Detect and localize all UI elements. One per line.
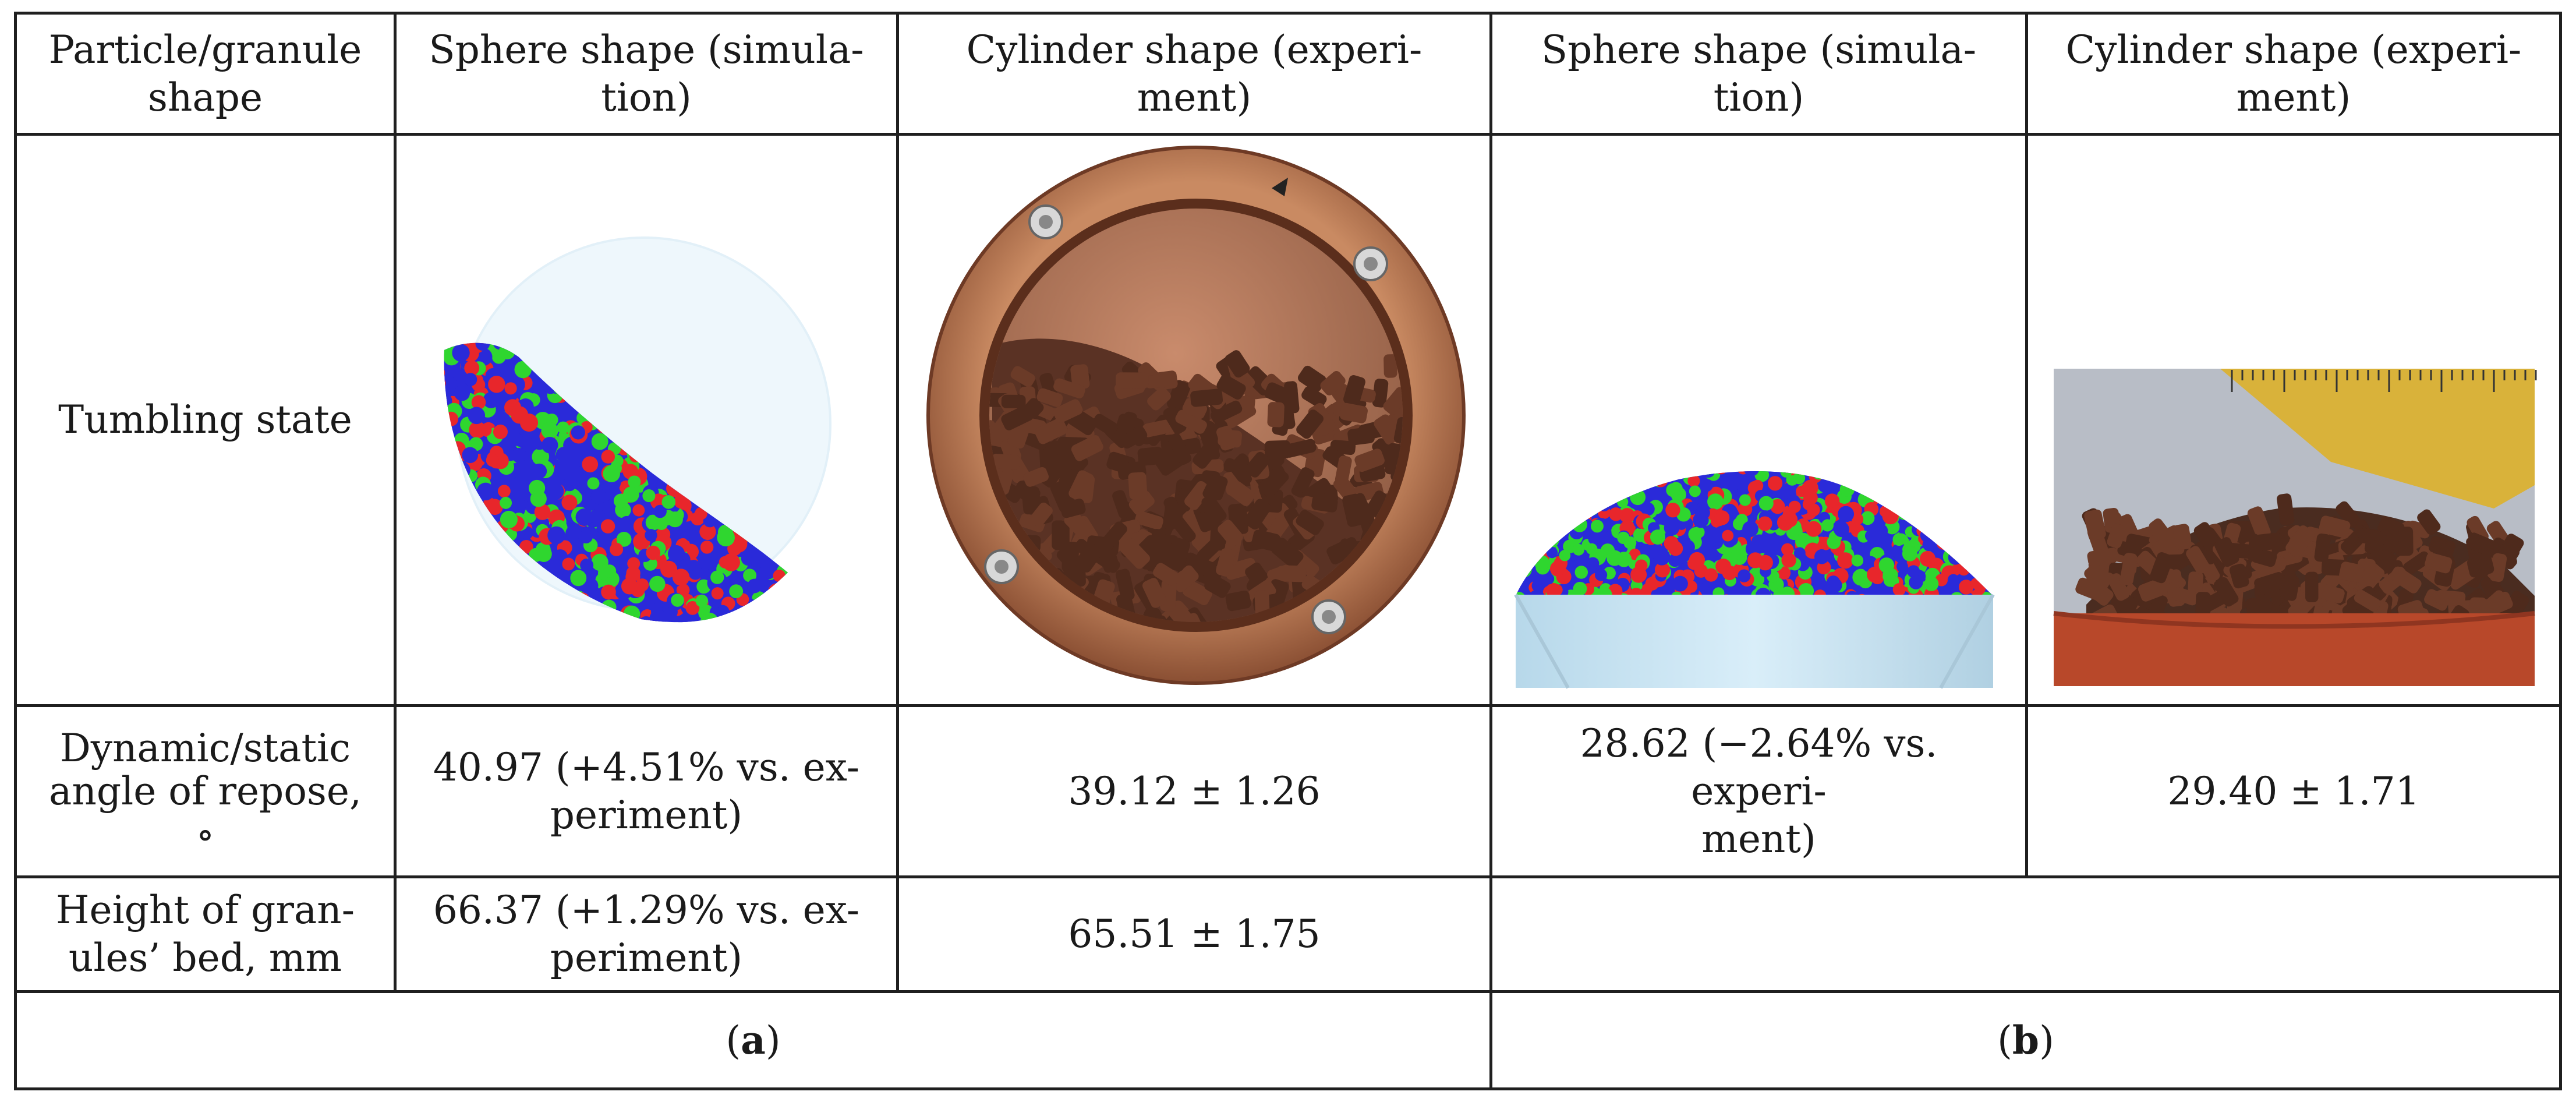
sim-drum-image-a: [397, 136, 896, 704]
panel-label-a: (a): [726, 1017, 781, 1063]
ruler: [2220, 369, 2535, 508]
table-border-right: [2559, 12, 2562, 1090]
exp-drum-graphic: [926, 146, 1466, 685]
col-divider-1: [394, 12, 397, 993]
row-label-tumbling-state: Tumbling state: [58, 397, 352, 442]
table-border-left: [14, 12, 17, 1090]
row-label-bed-height: Height of gran-ules’ bed, mm: [55, 888, 355, 980]
height-a-simulation-value: 66.37 (+1.29% vs. ex-periment): [433, 888, 860, 980]
header-cell-a-experiment: Cylinder shape (experi-ment): [966, 27, 1423, 120]
row-divider-tumbling: [14, 704, 2562, 707]
col-divider-2: [896, 12, 899, 993]
exp-heap-image-b: [2028, 136, 2559, 704]
drum-marking: [1272, 178, 1288, 196]
sim-drum-graphic: [444, 236, 831, 623]
col-divider-3: [1489, 12, 1492, 1090]
col-divider-4: [2025, 12, 2028, 878]
angle-a-simulation-value: 40.97 (+4.51% vs. ex-periment): [433, 744, 860, 838]
header-cell-a-simulation: Sphere shape (simula-tion): [429, 27, 864, 120]
header-cell-b-simulation: Sphere shape (simula-tion): [1541, 27, 1977, 120]
row-label-angle-of-repose: Dynamic/static angle of repose, ∘: [49, 725, 362, 857]
sphere-particles-b: [1516, 471, 1993, 596]
angle-a-experiment-value: 39.12 ± 1.26: [1068, 768, 1321, 814]
angle-b-experiment-value: 29.40 ± 1.71: [2167, 768, 2420, 814]
header-cell-shape: Particle/granule shape: [48, 27, 362, 120]
row-divider-header: [14, 133, 2562, 136]
exp-heap-graphic: [2053, 369, 2537, 686]
table-border-bottom: [14, 1087, 2562, 1090]
heap-base: [1516, 595, 1993, 688]
row-divider-angle: [14, 875, 2562, 878]
angle-b-simulation-value: 28.62 (−2.64% vs. experi-ment): [1580, 721, 1938, 861]
screw-icons: [984, 204, 1388, 634]
sim-heap-image-b: [1492, 136, 2025, 704]
exp-drum-image-a: [899, 136, 1489, 704]
row-divider-height: [14, 990, 2562, 993]
sim-heap-graphic: [1514, 471, 1995, 689]
panel-label-b: (b): [1997, 1017, 2054, 1063]
header-cell-b-experiment: Cylinder shape (experi-ment): [2065, 27, 2522, 120]
red-dish: [2054, 613, 2535, 686]
height-a-experiment-value: 65.51 ± 1.75: [1068, 912, 1321, 956]
table-border-top: [14, 12, 2562, 15]
